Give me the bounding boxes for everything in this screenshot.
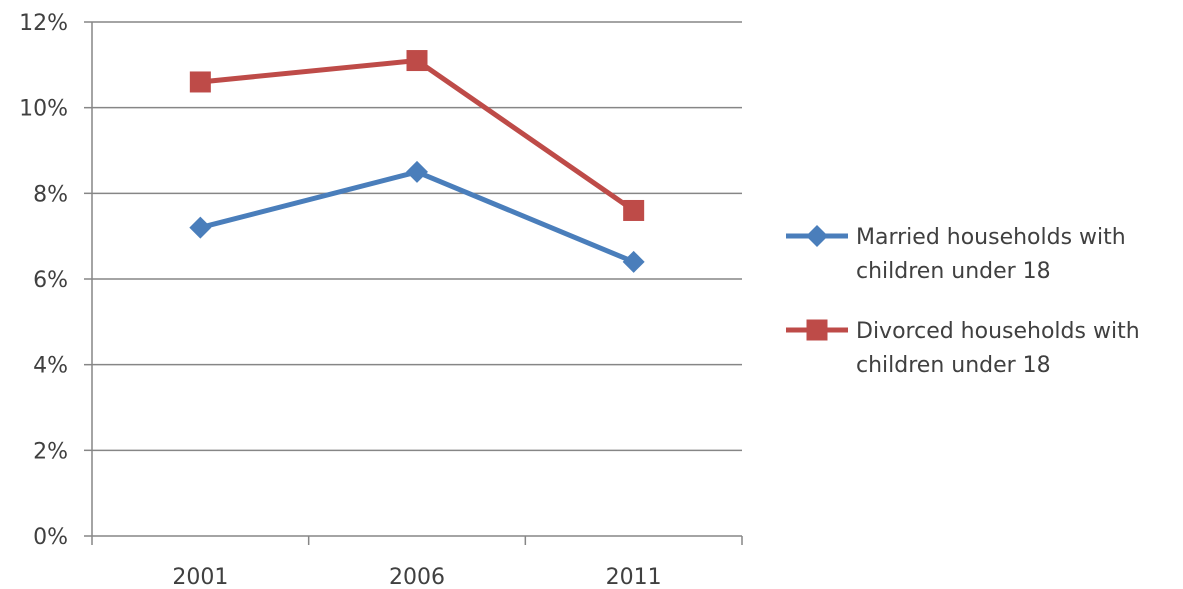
data-point bbox=[406, 160, 428, 183]
series-2 bbox=[189, 50, 645, 221]
legend-label: Divorced households with bbox=[856, 319, 1140, 344]
y-tick-label: 6% bbox=[33, 268, 68, 293]
series-line bbox=[197, 58, 637, 213]
legend-marker bbox=[806, 225, 828, 247]
legend-item-2: Divorced households with children under 1… bbox=[786, 319, 1140, 378]
x-tick-label: 2001 bbox=[172, 565, 228, 589]
data-point bbox=[622, 250, 645, 273]
x-tick-label: 2006 bbox=[389, 565, 445, 589]
legend-item-1: Married households with children under 18 bbox=[786, 225, 1126, 284]
data-series bbox=[189, 50, 645, 273]
legend-label: Married households with bbox=[856, 225, 1126, 250]
y-tick-label: 0% bbox=[33, 525, 68, 550]
legend: Married households with children under 18… bbox=[786, 225, 1140, 378]
y-tick-label: 8% bbox=[33, 182, 68, 207]
axes: 0% 2% 4% 6% 8% 10% 12% 2001 2006 2011 bbox=[19, 11, 743, 589]
data-point bbox=[406, 50, 428, 72]
y-tick-label: 10% bbox=[19, 97, 68, 122]
y-tick-label: 2% bbox=[33, 439, 68, 464]
legend-marker bbox=[806, 319, 828, 341]
series-1 bbox=[189, 160, 645, 273]
data-point bbox=[189, 71, 211, 93]
x-tick-label: 2011 bbox=[606, 565, 662, 589]
gridlines bbox=[92, 21, 742, 452]
y-tick-label: 12% bbox=[19, 11, 68, 36]
legend-label: children under 18 bbox=[856, 259, 1051, 284]
y-tick-label: 4% bbox=[33, 354, 68, 379]
legend-label: children under 18 bbox=[856, 353, 1051, 378]
data-point bbox=[623, 199, 645, 221]
data-point bbox=[189, 216, 212, 239]
series-line bbox=[197, 169, 637, 265]
